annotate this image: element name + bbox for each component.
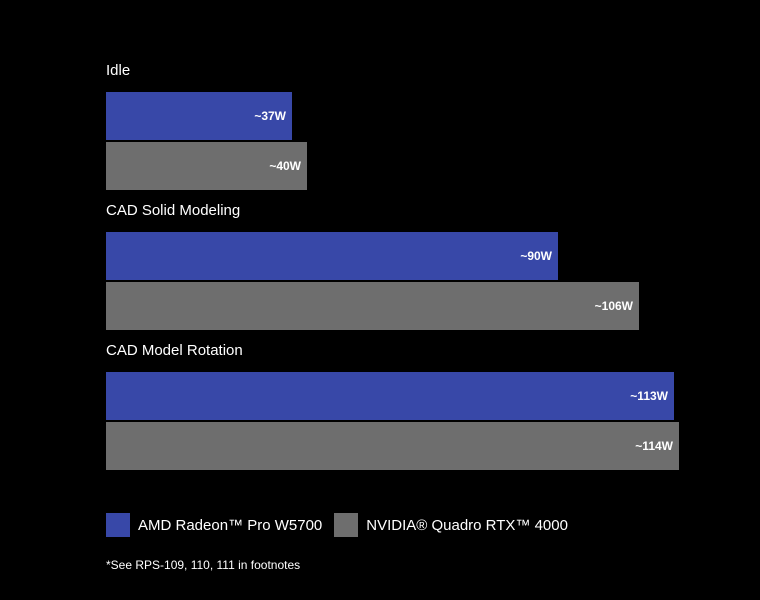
bar-cad-model-rotation-amd: ~113W <box>106 372 674 420</box>
bar-cad-model-rotation-nvidia: ~114W <box>106 422 679 470</box>
bar-value-label: ~90W <box>520 249 552 263</box>
bar-value-label: ~114W <box>635 439 673 453</box>
footnote: *See RPS-109, 110, 111 in footnotes <box>106 558 301 572</box>
bar-value-label: ~106W <box>594 299 633 313</box>
bar-idle-nvidia: ~40W <box>106 142 307 190</box>
group-label-cad-model-rotation: CAD Model Rotation <box>106 342 243 359</box>
bar-cad-solid-modeling-nvidia: ~106W <box>106 282 639 330</box>
legend-swatch-amd <box>106 513 130 537</box>
legend-label-amd: AMD Radeon™ Pro W5700 <box>138 516 323 534</box>
legend-item-amd: AMD Radeon™ Pro W5700 <box>106 513 322 537</box>
legend: AMD Radeon™ Pro W5700 NVIDIA® Quadro RTX… <box>106 512 580 538</box>
legend-label-nvidia: NVIDIA® Quadro RTX™ 4000 <box>366 516 568 534</box>
bar-idle-amd: ~37W <box>106 92 292 140</box>
bar-value-label: ~40W <box>269 159 301 173</box>
bar-value-label: ~113W <box>630 389 668 403</box>
legend-swatch-nvidia <box>334 513 359 537</box>
group-label-cad-solid-modeling: CAD Solid Modeling <box>106 202 241 219</box>
group-label-idle: Idle <box>106 62 131 79</box>
bar-value-label: ~37W <box>254 109 286 123</box>
legend-item-nvidia: NVIDIA® Quadro RTX™ 4000 <box>334 513 568 537</box>
bar-cad-solid-modeling-amd: ~90W <box>106 232 558 280</box>
